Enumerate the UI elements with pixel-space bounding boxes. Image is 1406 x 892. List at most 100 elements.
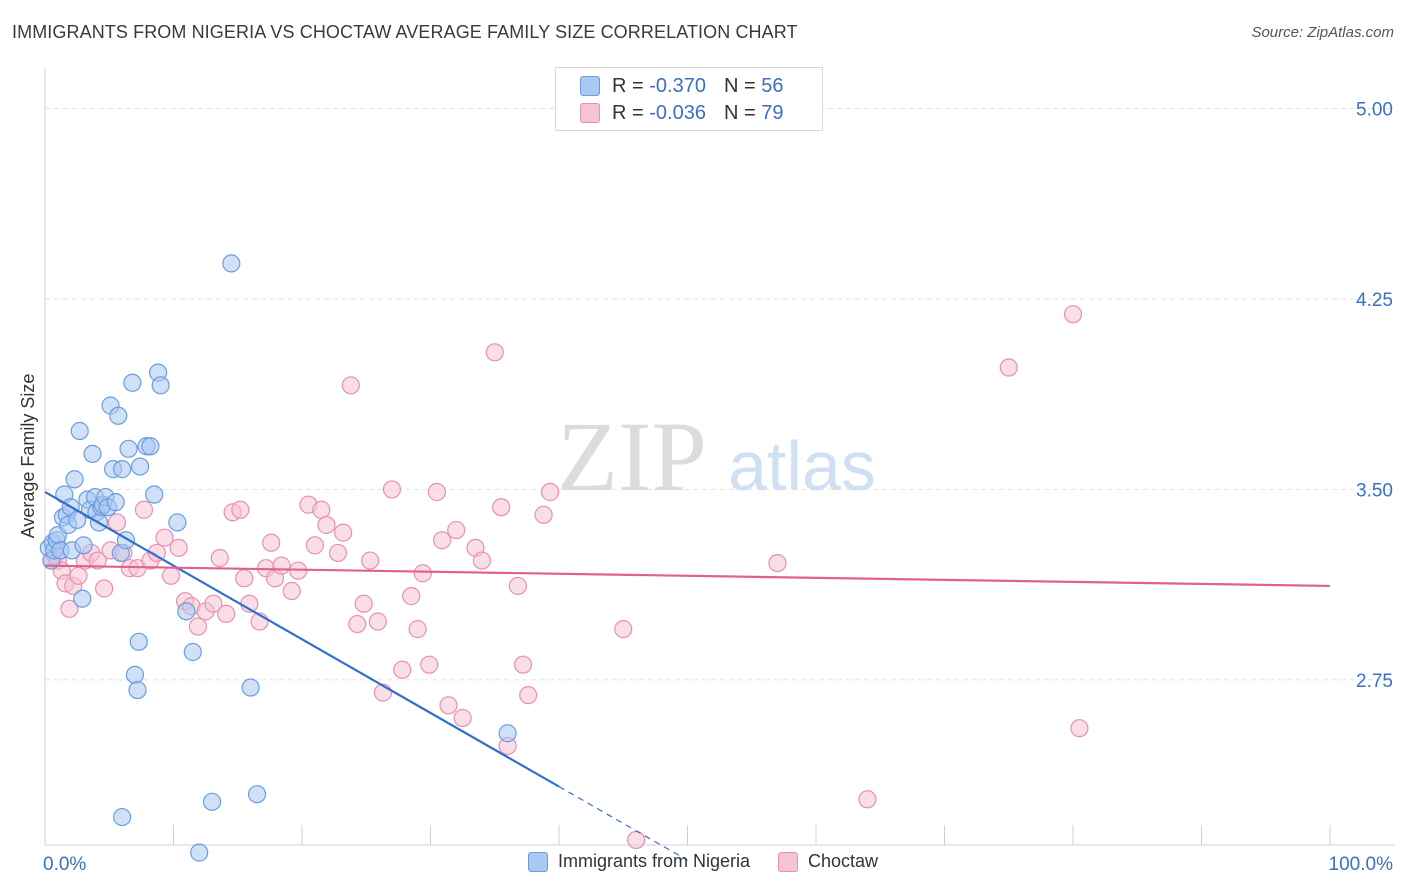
data-point <box>231 500 250 519</box>
gridlines <box>45 107 1395 681</box>
legend-swatch-choctaw <box>778 851 798 872</box>
data-point <box>95 579 114 598</box>
data-point <box>65 470 84 489</box>
tick-labels: 2.75 3.50 4.25 5.00 0.0% 100.0% <box>43 99 1393 875</box>
data-point <box>188 617 208 636</box>
data-point <box>134 500 154 519</box>
data-point <box>334 523 353 542</box>
data-point <box>177 602 196 621</box>
data-point <box>402 587 421 606</box>
data-point <box>129 632 148 651</box>
data-point <box>432 531 452 550</box>
data-point <box>147 543 166 563</box>
data-point <box>348 614 367 634</box>
legend-item-choctaw: Choctaw <box>778 851 878 872</box>
data-point <box>420 655 439 674</box>
data-point <box>74 536 93 555</box>
legend-swatch-choctaw <box>580 103 600 123</box>
n-label: N = <box>723 101 756 124</box>
trend-lines <box>44 491 1331 861</box>
legend-item-nigeria: Immigrants from Nigeria <box>527 851 750 872</box>
x-tick-label: 0.0% <box>43 854 86 875</box>
n-value-nigeria: 56 <box>761 74 784 97</box>
data-point <box>999 358 1018 377</box>
data-point <box>60 599 79 618</box>
data-point <box>282 581 301 601</box>
data-point <box>626 830 646 850</box>
legend-label-choctaw: Choctaw <box>808 851 879 871</box>
legend-swatch-nigeria <box>527 851 548 872</box>
data-point <box>217 604 236 623</box>
data-point <box>241 678 260 697</box>
data-point <box>151 376 170 395</box>
data-point <box>368 612 387 631</box>
data-point <box>427 482 447 502</box>
y-tick-label: 3.50 <box>1356 480 1393 501</box>
data-point <box>119 439 138 458</box>
data-point <box>145 485 164 504</box>
n-value-choctaw: 79 <box>761 101 784 124</box>
data-point <box>161 566 181 585</box>
nigeria-trend-extension <box>558 786 688 861</box>
data-point <box>1070 719 1089 738</box>
data-point <box>354 594 373 613</box>
data-point <box>107 513 127 532</box>
data-point <box>169 538 188 557</box>
data-point <box>393 660 412 679</box>
data-point <box>106 493 125 512</box>
y-axis-label: Average Family Size <box>18 374 38 539</box>
legend-row-choctaw: R = -0.036 N = 79 <box>580 100 783 126</box>
y-tick-label: 5.00 <box>1356 99 1393 120</box>
data-point <box>305 536 324 555</box>
watermark-zip: ZIP <box>557 401 707 512</box>
data-point <box>88 551 107 570</box>
data-point <box>69 566 88 585</box>
x-tick-label: 100.0% <box>1329 854 1394 875</box>
data-point <box>73 589 92 608</box>
axes <box>44 68 1395 846</box>
series-legend: Immigrants from Nigeria Choctaw <box>0 851 1406 872</box>
data-point <box>312 500 331 519</box>
data-point <box>328 543 348 563</box>
data-point <box>317 515 336 535</box>
legend-label-nigeria: Immigrants from Nigeria <box>557 851 750 871</box>
data-point <box>83 444 102 463</box>
data-point <box>123 373 142 392</box>
source-label: Source: ZipAtlas.com <box>1251 24 1394 41</box>
data-point <box>540 482 560 502</box>
data-point <box>614 620 633 639</box>
data-point <box>858 790 877 809</box>
r-value-nigeria: -0.370 <box>649 74 706 97</box>
data-point <box>112 807 132 827</box>
data-point <box>341 376 360 395</box>
data-point <box>210 548 229 568</box>
data-point <box>130 457 150 476</box>
data-point <box>109 406 128 425</box>
watermark-atlas: atlas <box>728 427 876 505</box>
n-label: N = <box>723 74 756 97</box>
choctaw-trend-line <box>44 564 1331 588</box>
r-label: R = <box>612 74 644 97</box>
data-point <box>361 551 380 570</box>
watermark: ZIP atlas <box>557 401 876 512</box>
data-point <box>453 708 472 728</box>
data-point <box>204 594 223 613</box>
chart-title: IMMIGRANTS FROM NIGERIA VS CHOCTAW AVERA… <box>12 22 798 42</box>
data-point <box>519 686 538 705</box>
data-point <box>534 505 553 524</box>
data-point <box>262 533 281 552</box>
data-point <box>168 513 187 532</box>
legend-swatch-nigeria <box>580 76 600 96</box>
data-point <box>498 724 517 743</box>
data-point <box>1063 305 1083 324</box>
data-point <box>155 528 174 547</box>
choctaw-points <box>42 305 1089 850</box>
data-point <box>235 569 254 588</box>
data-point <box>222 254 241 273</box>
data-point <box>183 642 202 662</box>
nigeria-trend-line <box>44 491 560 788</box>
data-point <box>439 696 458 715</box>
nigeria-points <box>39 254 517 862</box>
data-point <box>472 551 491 570</box>
data-point <box>492 498 511 517</box>
